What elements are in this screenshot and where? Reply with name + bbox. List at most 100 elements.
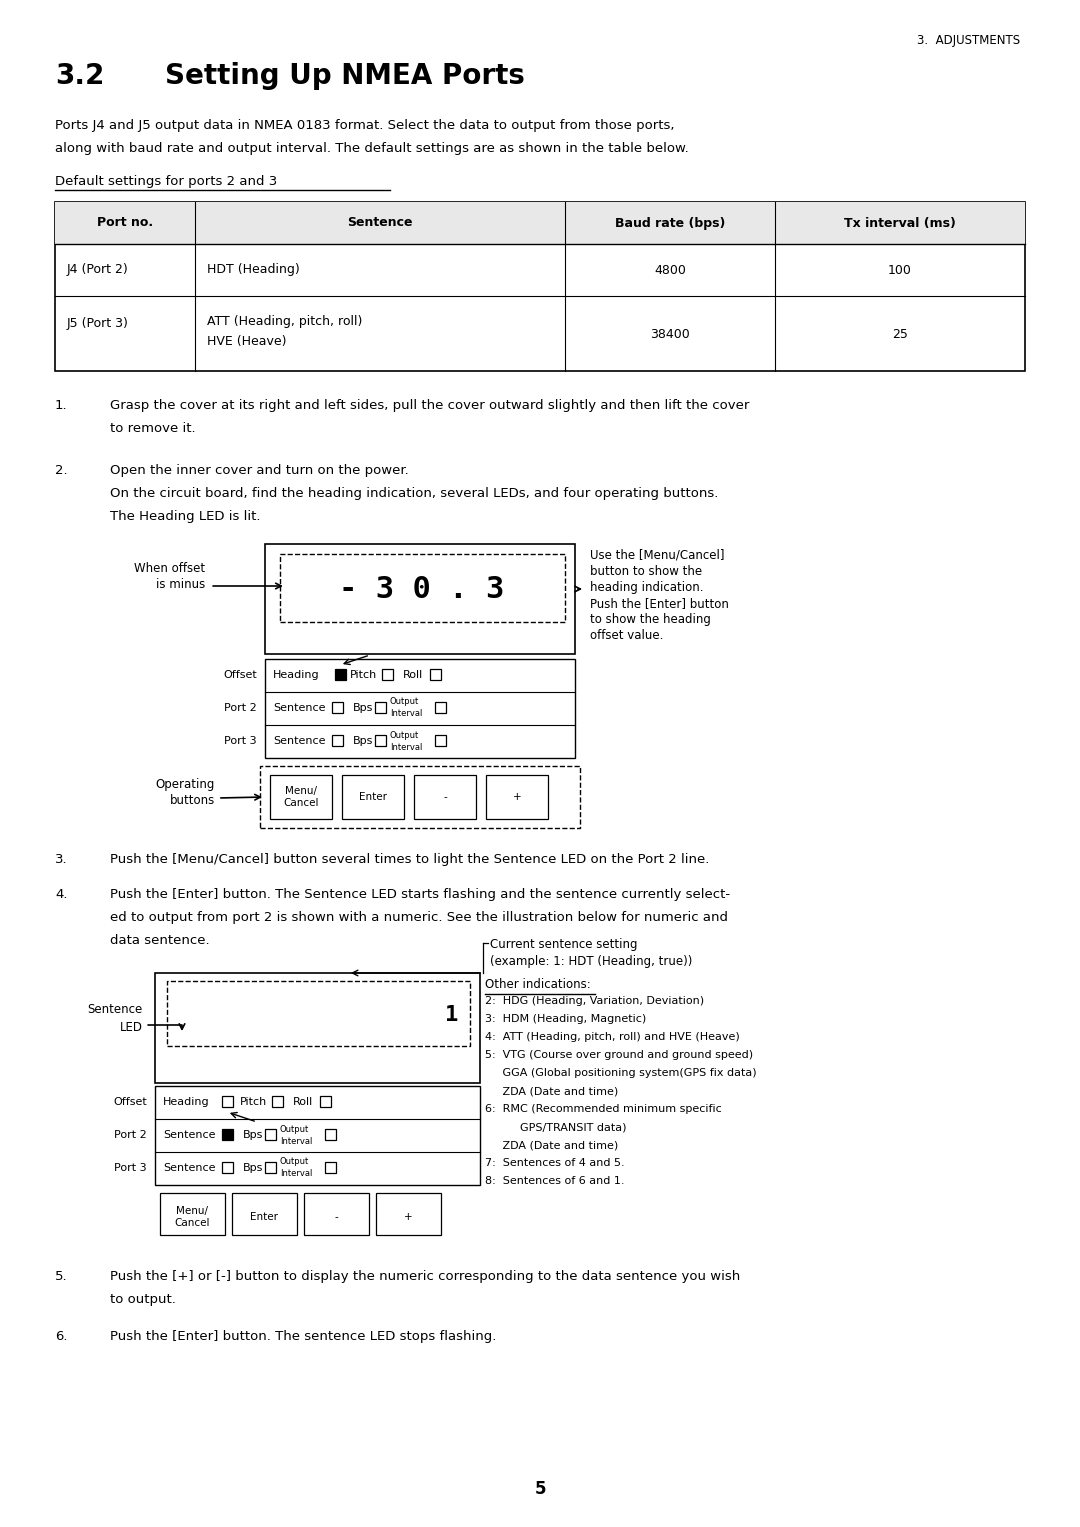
Text: Push the [+] or [-] button to display the numeric corresponding to the data sent: Push the [+] or [-] button to display th… [110,1270,740,1283]
Text: The Heading LED is lit.: The Heading LED is lit. [110,510,260,524]
Text: Ports J4 and J5 output data in NMEA 0183 format. Select the data to output from : Ports J4 and J5 output data in NMEA 0183… [55,119,675,131]
Text: Current sentence setting: Current sentence setting [490,938,637,951]
Text: 1: 1 [445,1005,458,1025]
Text: 1.: 1. [55,399,68,412]
Text: Push the [Enter] button. The sentence LED stops flashing.: Push the [Enter] button. The sentence LE… [110,1330,497,1344]
Text: Sentence: Sentence [87,1003,143,1015]
Text: Enter: Enter [359,793,387,802]
Text: Interval: Interval [280,1170,312,1179]
Text: Port no.: Port no. [97,217,153,229]
Text: offset value.: offset value. [590,629,663,641]
Text: 6.: 6. [55,1330,67,1344]
Text: Output: Output [390,698,419,707]
Text: Setting Up NMEA Ports: Setting Up NMEA Ports [165,63,525,90]
Text: Port 2: Port 2 [114,1130,147,1141]
Text: Port 3: Port 3 [225,736,257,747]
Text: Sentence: Sentence [163,1164,216,1173]
Text: J4 (Port 2): J4 (Port 2) [67,264,129,276]
Text: 5: 5 [535,1480,545,1498]
Text: HVE (Heave): HVE (Heave) [207,336,286,348]
Text: GGA (Global positioning system(GPS fix data): GGA (Global positioning system(GPS fix d… [485,1067,757,1078]
Text: Use the [Menu/Cancel]: Use the [Menu/Cancel] [590,550,725,562]
Bar [156,973,480,1083]
Text: Bps: Bps [353,702,374,713]
Text: buttons: buttons [170,794,215,806]
Bar [303,1193,369,1235]
Text: 4:  ATT (Heading, pitch, roll) and HVE (Heave): 4: ATT (Heading, pitch, roll) and HVE (H… [485,1032,740,1041]
Text: Sentence: Sentence [348,217,413,229]
Text: Operating: Operating [156,777,215,791]
Bar [414,776,476,818]
Bar [430,669,441,680]
Bar [332,734,343,747]
Bar [270,776,332,818]
Text: Pitch: Pitch [240,1096,267,1107]
Text: J5 (Port 3): J5 (Port 3) [67,318,129,330]
Text: Default settings for ports 2 and 3: Default settings for ports 2 and 3 [55,176,278,188]
Text: button to show the: button to show the [590,565,702,579]
Bar [265,544,575,654]
Text: Bps: Bps [243,1130,264,1141]
Text: to remove it.: to remove it. [110,421,195,435]
Text: 7:  Sentences of 4 and 5.: 7: Sentences of 4 and 5. [485,1157,624,1168]
Text: 2.: 2. [55,464,68,476]
Bar [435,734,446,747]
Text: Output: Output [390,730,419,739]
Text: Roll: Roll [403,670,423,680]
Bar [265,660,575,757]
Bar [232,1193,297,1235]
Text: +: + [513,793,522,802]
Text: 38400: 38400 [650,327,690,341]
Text: 100: 100 [888,264,912,276]
Bar [222,1128,233,1141]
Text: 3.: 3. [55,854,68,866]
Text: Sentence: Sentence [273,736,325,747]
Text: Enter: Enter [249,1212,278,1222]
Bar [435,702,446,713]
Bar [222,1096,233,1107]
Bar [272,1096,283,1107]
Text: to output.: to output. [110,1293,176,1306]
Text: 3.  ADJUSTMENTS: 3. ADJUSTMENTS [917,34,1020,47]
Text: Grasp the cover at its right and left sides, pull the cover outward slightly and: Grasp the cover at its right and left si… [110,399,750,412]
Text: Open the inner cover and turn on the power.: Open the inner cover and turn on the pow… [110,464,408,476]
Bar [325,1128,336,1141]
Text: ATT (Heading, pitch, roll): ATT (Heading, pitch, roll) [207,316,363,328]
Text: 4800: 4800 [654,264,686,276]
Bar [320,1096,330,1107]
Text: along with baud rate and output interval. The default settings are as shown in t: along with baud rate and output interval… [55,142,689,156]
Text: Interval: Interval [390,710,422,719]
Bar [376,1193,441,1235]
Text: ZDA (Date and time): ZDA (Date and time) [485,1141,618,1150]
Bar [55,202,1025,244]
Bar [342,776,404,818]
Text: 5:  VTG (Course over ground and ground speed): 5: VTG (Course over ground and ground sp… [485,1051,753,1060]
Text: Offset: Offset [113,1096,147,1107]
Text: Other indications:: Other indications: [485,977,591,991]
Text: Port 3: Port 3 [114,1164,147,1173]
Text: Interval: Interval [390,742,422,751]
Bar [325,1162,336,1173]
Text: Push the [Enter] button. The Sentence LED starts flashing and the sentence curre: Push the [Enter] button. The Sentence LE… [110,889,730,901]
Text: Menu/
Cancel: Menu/ Cancel [174,1206,210,1228]
Text: Push the [Enter] button: Push the [Enter] button [590,597,729,609]
Text: -: - [443,793,447,802]
Text: When offset: When offset [134,562,205,576]
Bar [265,1128,276,1141]
Text: is minus: is minus [156,579,205,591]
Text: HDT (Heading): HDT (Heading) [207,264,300,276]
Bar [265,1162,276,1173]
Text: Sentence: Sentence [163,1130,216,1141]
Text: to show the heading: to show the heading [590,612,711,626]
Text: Heading: Heading [163,1096,210,1107]
Bar [160,1193,225,1235]
Text: (example: 1: HDT (Heading, true)): (example: 1: HDT (Heading, true)) [490,954,692,968]
Text: Output: Output [280,1124,309,1133]
Text: Sentence: Sentence [273,702,325,713]
Text: Roll: Roll [293,1096,313,1107]
Text: ed to output from port 2 is shown with a numeric. See the illustration below for: ed to output from port 2 is shown with a… [110,912,728,924]
Text: data sentence.: data sentence. [110,935,210,947]
Bar [222,1162,233,1173]
Text: ZDA (Date and time): ZDA (Date and time) [485,1086,618,1096]
Bar [486,776,548,818]
